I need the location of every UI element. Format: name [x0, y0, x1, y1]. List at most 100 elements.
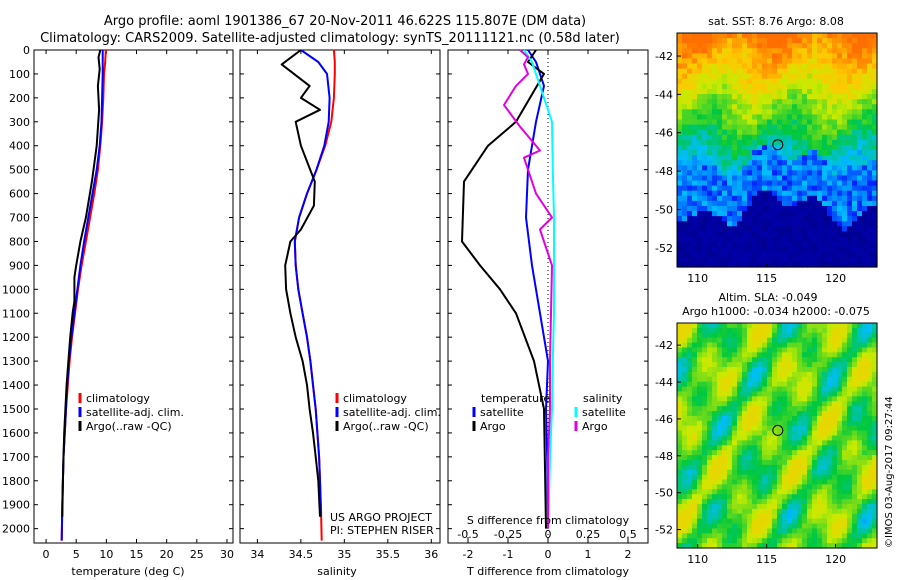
map-cell — [677, 327, 683, 334]
map-cell — [707, 499, 713, 505]
map-cell — [862, 450, 868, 456]
map-cell — [732, 518, 738, 525]
map-cell — [862, 342, 868, 349]
map-cell — [852, 241, 858, 248]
map-cell — [842, 155, 848, 161]
map-cell — [837, 236, 843, 243]
map-cell — [807, 464, 813, 471]
map-cell — [817, 342, 823, 349]
map-cell — [712, 195, 718, 202]
map-cell — [712, 401, 718, 407]
map-cell — [697, 489, 703, 495]
map-cell — [772, 494, 778, 500]
map-cell — [687, 83, 693, 90]
map-cell — [697, 155, 703, 161]
map-cell — [687, 508, 693, 515]
map-cell — [677, 124, 683, 131]
map-cell — [782, 221, 788, 227]
map-cell — [717, 68, 723, 75]
map-cell — [852, 48, 858, 54]
map-cell — [707, 114, 713, 121]
depth-tick-label: 1500 — [2, 403, 30, 416]
map-cell — [767, 48, 773, 54]
difference-series — [461, 49, 555, 529]
map-cell — [782, 73, 788, 80]
map-cell — [812, 415, 818, 422]
map-cell — [707, 474, 713, 481]
map-cell — [827, 124, 833, 131]
map-cell — [807, 450, 813, 456]
map-cell — [737, 332, 743, 339]
map-cell — [712, 88, 718, 95]
map-cell — [732, 543, 738, 549]
map-cell — [687, 479, 693, 486]
map-cell — [747, 180, 753, 187]
map-cell — [717, 38, 723, 44]
map-cell — [722, 523, 728, 530]
map-cell — [787, 347, 793, 353]
map-cell — [817, 241, 823, 248]
map-cell — [782, 236, 788, 243]
map-cell — [862, 332, 868, 339]
map-cell — [727, 134, 733, 141]
map-cell — [747, 150, 753, 156]
map-cell — [802, 362, 808, 368]
map-cell — [727, 391, 733, 397]
map-cell — [842, 430, 848, 437]
map-cell — [832, 440, 838, 446]
map-cell — [732, 411, 738, 417]
map-cell — [802, 342, 808, 349]
map-cell — [837, 119, 843, 126]
map-cell — [682, 109, 688, 115]
map-cell — [852, 538, 858, 544]
map-cell — [702, 533, 708, 539]
map-cell — [692, 357, 698, 363]
map-cell — [727, 170, 733, 177]
map-cell — [767, 139, 773, 146]
map-cell — [707, 479, 713, 486]
map-cell — [857, 518, 863, 525]
map-cell — [862, 508, 868, 515]
map-cell — [807, 323, 813, 329]
map-cell — [712, 323, 718, 329]
map-cell — [777, 63, 783, 70]
map-cell — [677, 528, 683, 534]
map-cell — [852, 371, 858, 378]
map-cell — [812, 195, 818, 202]
map-cell — [772, 200, 778, 207]
map-cell — [817, 114, 823, 121]
x-tick-label: 30 — [220, 548, 234, 561]
map-cell — [872, 175, 878, 182]
map-cell — [707, 236, 713, 243]
map-cell — [692, 144, 698, 151]
map-cell — [817, 420, 823, 427]
map-cell — [872, 357, 878, 363]
map-cell — [752, 195, 758, 202]
map-cell — [702, 435, 708, 441]
map-cell — [782, 195, 788, 202]
map-cell — [757, 83, 763, 90]
map-cell — [802, 205, 808, 212]
map-cell — [797, 352, 803, 358]
map-cell — [812, 88, 818, 95]
map-cell — [717, 200, 723, 207]
map-cell — [767, 327, 773, 334]
map-cell — [857, 469, 863, 476]
map-cell — [742, 469, 748, 476]
map-cell — [822, 150, 828, 156]
map-cell — [717, 226, 723, 232]
map-cell — [872, 484, 878, 490]
map-cell — [702, 543, 708, 549]
map-cell — [702, 362, 708, 368]
map-cell — [822, 450, 828, 456]
map-cell — [817, 455, 823, 461]
map-cell — [867, 376, 873, 383]
map-cell — [767, 332, 773, 339]
map-cell — [702, 150, 708, 156]
map-cell — [752, 445, 758, 451]
map-cell — [832, 406, 838, 412]
map-cell — [777, 415, 783, 422]
map-cell — [702, 445, 708, 451]
map-cell — [807, 139, 813, 146]
map-cell — [872, 323, 878, 329]
